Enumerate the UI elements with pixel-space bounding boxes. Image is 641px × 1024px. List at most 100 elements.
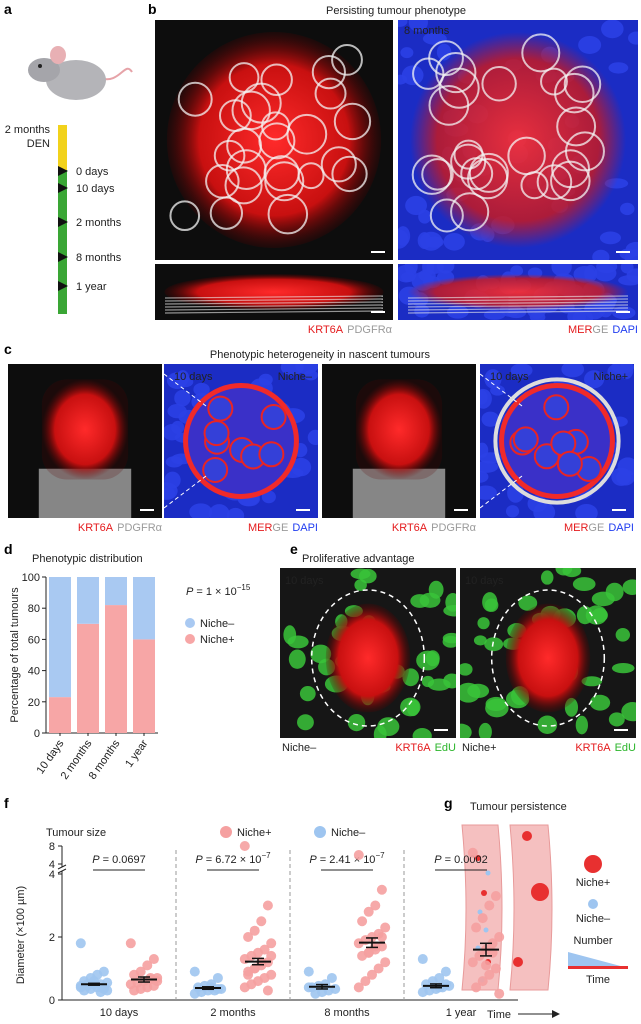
data-point — [243, 969, 254, 980]
phenotype-label: Niche+ — [593, 371, 628, 383]
nucleus — [445, 592, 456, 612]
data-point — [256, 916, 267, 927]
panel-letter: g — [444, 795, 453, 811]
bar-segment — [105, 605, 127, 733]
nucleus — [615, 628, 630, 642]
nucleus — [414, 304, 430, 318]
data-point — [326, 972, 337, 983]
cell-cluster — [209, 196, 244, 230]
cell-cluster — [481, 66, 517, 102]
cell-cluster — [258, 122, 296, 160]
tumour-dot — [475, 855, 481, 861]
cell-cluster — [331, 155, 368, 193]
nucleus — [484, 369, 502, 389]
legend-marker — [220, 826, 232, 838]
chart-title: Phenotypic distribution — [32, 553, 143, 565]
nucleus — [408, 20, 428, 33]
stain-word: KRT6A — [392, 522, 428, 534]
p-symbol: P — [434, 854, 442, 866]
p-text: = 1 × 10 — [196, 586, 236, 598]
micrograph-content — [398, 20, 638, 260]
stain-word: DAPI — [292, 522, 318, 534]
p-exp: −7 — [375, 851, 385, 860]
nucleus — [347, 713, 366, 732]
nucleus — [529, 312, 546, 320]
timeline-label: 1 year — [76, 281, 107, 293]
cell-cluster — [540, 67, 568, 96]
data-point — [129, 969, 140, 980]
cell-cluster — [507, 136, 546, 176]
legend-label: Niche– — [331, 827, 366, 839]
legend-label: Niche+ — [237, 827, 272, 839]
cell-cluster — [550, 160, 591, 202]
nucleus — [585, 605, 608, 625]
time-label: 10 days — [465, 575, 504, 587]
tumour-dot — [481, 890, 487, 896]
axis-break — [57, 868, 67, 874]
tumour-cell — [512, 426, 539, 453]
cell-cluster — [177, 81, 213, 117]
micrograph — [398, 20, 638, 260]
p-text: = 0.0697 — [103, 854, 146, 866]
panel-title: Proliferative advantage — [302, 553, 415, 565]
treatment-label: 2 months — [5, 124, 51, 136]
nucleus — [537, 715, 558, 735]
nucleus — [410, 594, 430, 608]
data-point — [363, 947, 374, 958]
p-symbol: P — [92, 854, 100, 866]
axis-label: Time — [487, 1009, 511, 1021]
y-tick-label: 2 — [49, 932, 55, 944]
x-tick-label: 2 months — [210, 1007, 256, 1019]
panel-title: Phenotypic heterogeneity in nascent tumo… — [210, 349, 431, 361]
nucleus — [480, 485, 497, 500]
data-point — [363, 906, 374, 917]
panel-letter: d — [4, 541, 13, 557]
nucleus — [166, 372, 188, 390]
nucleus — [400, 47, 414, 59]
data-point — [239, 982, 250, 993]
cell-cluster — [267, 193, 309, 235]
legend-label: Niche– — [200, 618, 235, 630]
nucleus — [572, 577, 596, 592]
cell-cluster — [435, 51, 477, 94]
stain-word: PDGFRα — [431, 522, 477, 534]
trend-triangle — [568, 952, 628, 968]
nucleus — [540, 570, 554, 585]
nucleus — [518, 595, 538, 611]
p-value: P = 0.0697 — [92, 854, 145, 866]
nucleus — [618, 275, 638, 286]
data-point — [249, 963, 260, 974]
timeline-label: 2 months — [76, 217, 122, 229]
nucleus — [473, 635, 487, 646]
data-point — [467, 957, 478, 968]
cell-cluster — [297, 162, 325, 190]
fibre — [164, 307, 384, 311]
fibre — [407, 307, 629, 311]
nucleus — [442, 635, 456, 648]
micrograph — [398, 264, 638, 320]
x-tick-label: 1 year — [123, 738, 151, 770]
data-point — [243, 932, 254, 942]
nucleus — [174, 389, 191, 407]
stain-label: MERGE DAPI — [564, 522, 634, 534]
phenotype-label: Niche– — [282, 742, 317, 754]
nucleus — [510, 364, 533, 378]
data-point — [129, 985, 140, 996]
tumour — [164, 274, 384, 310]
cell-cluster — [563, 65, 602, 104]
nucleus — [605, 582, 624, 602]
cell-cluster — [521, 33, 561, 73]
data-point — [380, 957, 391, 968]
tumour-cell — [207, 395, 234, 422]
mouse-ear — [50, 46, 66, 64]
data-point — [490, 963, 501, 974]
timeline-bar — [58, 170, 67, 314]
nucleus — [619, 248, 636, 260]
nucleus — [290, 457, 312, 477]
nucleus — [485, 696, 507, 712]
data-point — [98, 983, 109, 994]
y-tick-label: 4 — [49, 859, 55, 871]
data-point — [494, 932, 505, 942]
nucleus — [628, 31, 638, 45]
